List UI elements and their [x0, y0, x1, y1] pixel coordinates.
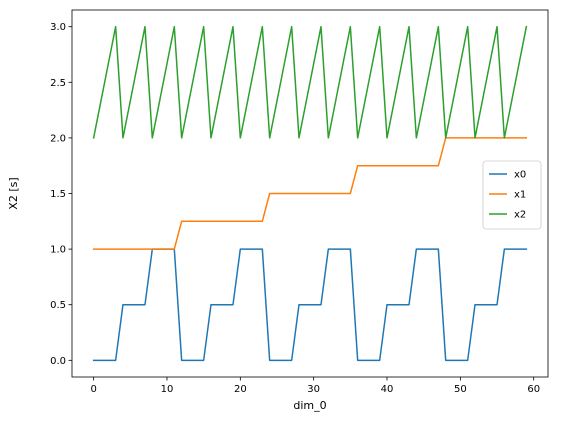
x-tick-label: 20: [234, 384, 247, 395]
x-axis-label: dim_0: [293, 399, 326, 412]
legend: x0 x1 x2: [482, 160, 542, 230]
series-layer: [92, 25, 528, 362]
y-tick-label: 0.0: [50, 356, 66, 367]
plot-frame: [71, 9, 549, 378]
y-axis-label: X2 [s]: [7, 177, 20, 209]
x-tick-label: 50: [454, 384, 467, 395]
y-tick-label: 0.5: [50, 300, 66, 311]
y-tick-label: 2.5: [50, 78, 66, 89]
legend-label-x0: x0: [514, 170, 526, 181]
legend-box: [482, 160, 542, 230]
series-line-x1: [92, 137, 528, 250]
y-tick-label: 1.0: [50, 245, 66, 256]
x-tick-label: 30: [307, 384, 320, 395]
y-tick-label: 2.0: [50, 133, 66, 144]
y-tick-label: 1.5: [50, 189, 66, 200]
legend-label-x2: x2: [514, 210, 526, 221]
x-tick-label: 0: [90, 384, 96, 395]
x-tick-label: 60: [527, 384, 540, 395]
tick-layer: 0 10 20 30 40 50 60 0.0 0.5 1.0 1.5 2.0 2.5 3.0: [50, 22, 540, 395]
x-tick-label: 10: [161, 384, 174, 395]
legend-label-x1: x1: [514, 190, 526, 201]
x-tick-label: 40: [381, 384, 394, 395]
series-line-x2: [92, 25, 528, 139]
y-tick-label: 3.0: [50, 22, 66, 33]
